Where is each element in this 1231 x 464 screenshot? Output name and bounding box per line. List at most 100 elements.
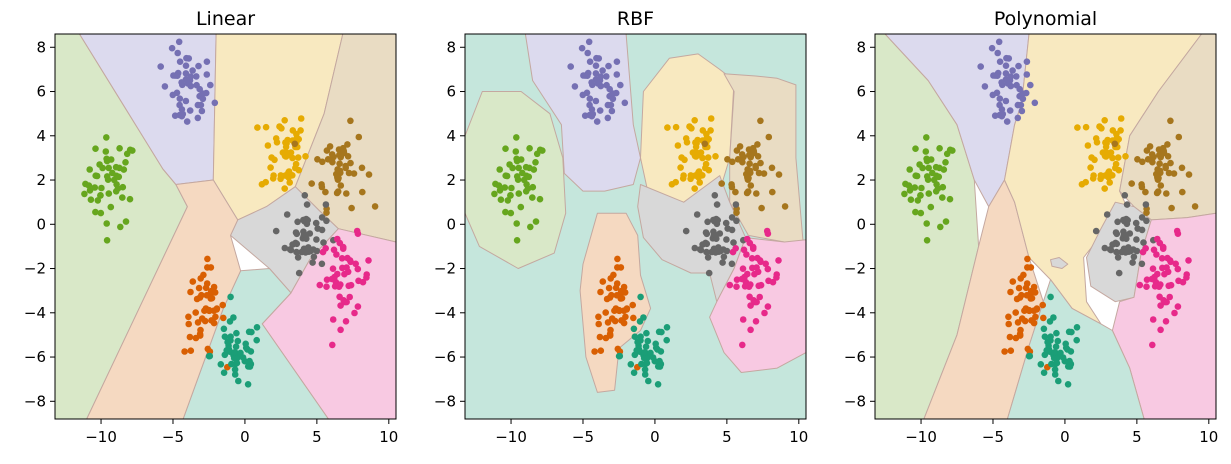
data-point-pink [764, 230, 772, 237]
panel-polynomial: −10 −5 0 5 10 −8 −6 −4 −2 0 2 4 6 8 Polynomial [844, 8, 1218, 446]
data-point-green [504, 197, 512, 204]
data-point-brown [318, 183, 326, 191]
data-point-pink [1149, 265, 1157, 273]
data-point-brown [1134, 156, 1141, 163]
data-point-gray [318, 226, 326, 234]
data-point-pink [1172, 260, 1179, 268]
data-point-purple [211, 99, 219, 107]
data-point-teal [1051, 366, 1059, 373]
data-point-yellow [702, 160, 710, 168]
data-point-green [91, 184, 99, 191]
chart-title: RBF [617, 8, 654, 30]
data-point-orange [1015, 284, 1023, 292]
data-point-purple [1023, 58, 1031, 65]
data-point-gray [293, 248, 300, 256]
data-point-yellow [707, 115, 715, 122]
data-point-pink [769, 278, 777, 286]
data-point-teal [231, 366, 239, 373]
data-point-pink [747, 281, 754, 288]
data-point-green [532, 218, 540, 225]
data-point-pink [339, 245, 347, 252]
data-point-teal [1025, 352, 1033, 360]
data-point-gray [715, 244, 722, 251]
data-point-teal [227, 293, 234, 301]
x-tick-label: 5 [722, 428, 732, 446]
data-point-green [105, 164, 112, 172]
data-point-pink [747, 302, 754, 309]
data-point-purple [1007, 73, 1014, 80]
data-point-gray [313, 247, 321, 255]
x-tick-label: 10 [789, 428, 808, 446]
data-point-pink [1149, 341, 1156, 349]
data-point-gray [1115, 269, 1123, 277]
data-point-pink [729, 248, 737, 256]
y-tick-label: 6 [36, 83, 46, 101]
data-point-brown [745, 174, 752, 182]
data-point-teal [227, 333, 234, 341]
y-tick-label: 8 [856, 38, 866, 56]
data-point-pink [331, 283, 339, 290]
data-point-purple [579, 91, 587, 99]
data-point-yellow [1105, 151, 1112, 159]
data-point-teal [244, 381, 252, 388]
data-point-brown [1167, 117, 1174, 125]
data-point-teal [253, 324, 261, 331]
data-point-purple [607, 101, 615, 109]
data-point-purple [1003, 54, 1010, 62]
data-point-orange [210, 283, 218, 291]
data-point-purple [981, 83, 989, 90]
data-point-green [917, 209, 925, 217]
data-point-orange [1018, 291, 1025, 299]
data-point-yellow [1082, 123, 1090, 131]
data-point-orange [196, 332, 204, 339]
data-point-pink [741, 283, 749, 290]
data-point-purple [567, 63, 574, 70]
data-point-purple [178, 79, 185, 86]
data-point-brown [336, 160, 343, 167]
data-point-orange [181, 348, 188, 355]
data-point-pink [319, 248, 327, 256]
data-point-purple [1019, 95, 1027, 103]
data-point-purple [1016, 85, 1023, 93]
data-point-teal [1053, 359, 1061, 367]
data-point-teal [205, 352, 213, 360]
y-tick-label: 2 [446, 171, 456, 189]
data-point-brown [1147, 156, 1155, 163]
data-point-teal [656, 363, 664, 370]
data-point-teal [637, 333, 644, 341]
data-point-gray [712, 249, 719, 256]
data-point-gray [313, 236, 320, 243]
data-point-brown [746, 160, 753, 167]
data-point-purple [196, 85, 203, 93]
data-point-gray [728, 214, 736, 221]
data-point-teal [230, 354, 238, 362]
data-point-brown [1167, 159, 1174, 167]
data-point-orange [596, 333, 604, 341]
data-point-purple [599, 67, 606, 74]
data-point-pink [773, 271, 780, 278]
data-point-gray [730, 239, 737, 246]
data-point-teal [637, 293, 644, 301]
data-point-purple [169, 91, 177, 99]
y-tick-label: −6 [434, 348, 456, 366]
data-point-teal [228, 360, 235, 368]
data-point-gray [322, 201, 330, 208]
data-point-orange [611, 307, 618, 315]
data-point-teal [1051, 371, 1059, 378]
data-point-teal [1073, 336, 1080, 344]
data-point-yellow [664, 124, 671, 131]
data-point-green [527, 223, 534, 231]
data-point-brown [1156, 160, 1163, 167]
data-point-gray [1133, 236, 1140, 243]
data-point-purple [605, 62, 612, 70]
data-point-gray [302, 215, 310, 223]
data-point-gray [1122, 249, 1129, 256]
data-point-yellow [712, 153, 719, 160]
data-point-pink [334, 235, 341, 243]
x-tick-label: −10 [495, 428, 527, 446]
data-point-purple [592, 62, 600, 69]
data-point-pink [329, 265, 337, 273]
data-point-pink [753, 264, 760, 271]
y-tick-label: −4 [434, 304, 456, 322]
data-point-purple [183, 118, 191, 125]
